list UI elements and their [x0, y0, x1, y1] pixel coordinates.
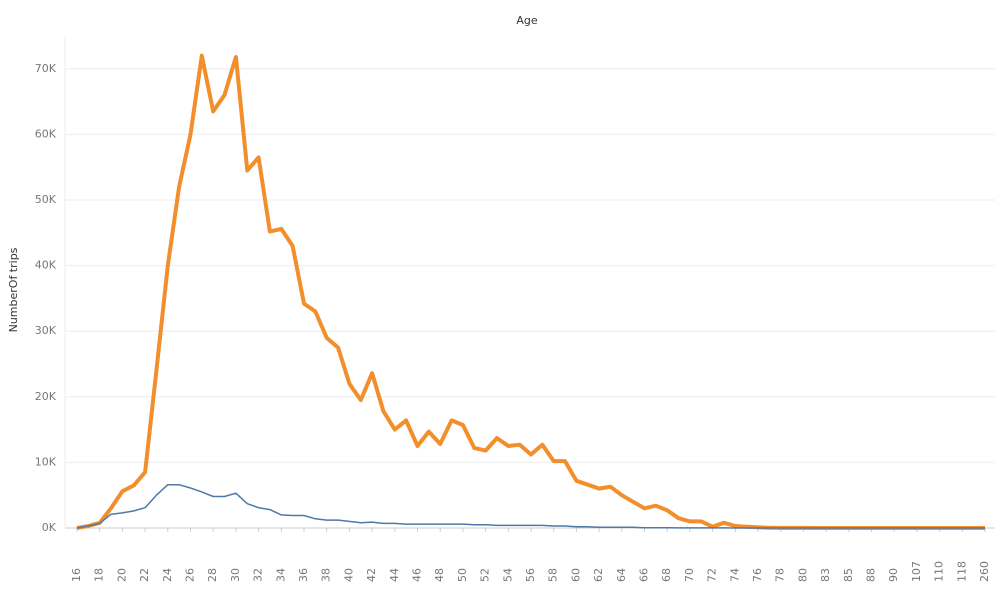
- chart-title: Age: [516, 14, 538, 27]
- x-tick-label: 66: [638, 568, 651, 582]
- x-tick-label: 260: [978, 561, 991, 582]
- x-tick-label: 78: [774, 568, 787, 582]
- x-tick-label: 32: [252, 568, 265, 582]
- x-tick-label: 22: [138, 568, 151, 582]
- x-tick-label: 88: [865, 568, 878, 582]
- x-tick-label: 40: [342, 568, 355, 582]
- series-line: [76, 53, 985, 530]
- x-tick-label: 80: [796, 568, 809, 582]
- x-tick-label: 26: [184, 568, 197, 582]
- x-tick-label: 62: [592, 568, 605, 582]
- x-tick-label: 42: [365, 568, 378, 582]
- x-tick-label: 68: [660, 568, 673, 582]
- x-tick-label: 20: [115, 568, 128, 582]
- x-tick-label: 18: [93, 568, 106, 582]
- x-tick-label: 110: [933, 561, 946, 582]
- x-tick-label: 76: [751, 568, 764, 582]
- x-tick-label: 56: [524, 568, 537, 582]
- y-tick-label: 40K: [35, 259, 57, 272]
- x-tick-label: 64: [615, 568, 628, 582]
- x-tick-label: 54: [501, 568, 514, 582]
- x-tick-label: 90: [887, 568, 900, 582]
- y-tick-label: 10K: [35, 455, 57, 468]
- x-tick-label: 118: [955, 561, 968, 582]
- x-tick-label: 85: [842, 568, 855, 582]
- y-tick-label: 30K: [35, 324, 57, 337]
- x-tick-label: 72: [706, 568, 719, 582]
- x-tick-label: 70: [683, 568, 696, 582]
- x-tick-label: 107: [910, 561, 923, 582]
- x-tick-label: 28: [206, 568, 219, 582]
- y-tick-label: 0K: [42, 521, 57, 534]
- x-tick-label: 38: [320, 568, 333, 582]
- x-tick-label: 24: [161, 568, 174, 582]
- x-tick-label: 16: [70, 568, 83, 582]
- x-tick-label: 36: [297, 568, 310, 582]
- y-tick-label: 60K: [35, 127, 57, 140]
- series-line: [76, 483, 985, 529]
- x-tick-label: 74: [728, 568, 741, 582]
- x-tick-label: 48: [433, 568, 446, 582]
- x-tick-label: 52: [479, 568, 492, 582]
- y-tick-label: 70K: [35, 62, 57, 75]
- y-axis-label: NumberOf trips: [7, 247, 20, 332]
- y-tick-label: 20K: [35, 390, 57, 403]
- x-tick-label: 30: [229, 568, 242, 582]
- x-tick-label: 83: [819, 568, 832, 582]
- x-tick-label: 46: [411, 568, 424, 582]
- x-tick-label: 50: [456, 568, 469, 582]
- x-tick-label: 44: [388, 568, 401, 582]
- y-tick-label: 50K: [35, 193, 57, 206]
- x-tick-label: 60: [569, 568, 582, 582]
- x-tick-label: 34: [274, 568, 287, 582]
- x-tick-label: 58: [547, 568, 560, 582]
